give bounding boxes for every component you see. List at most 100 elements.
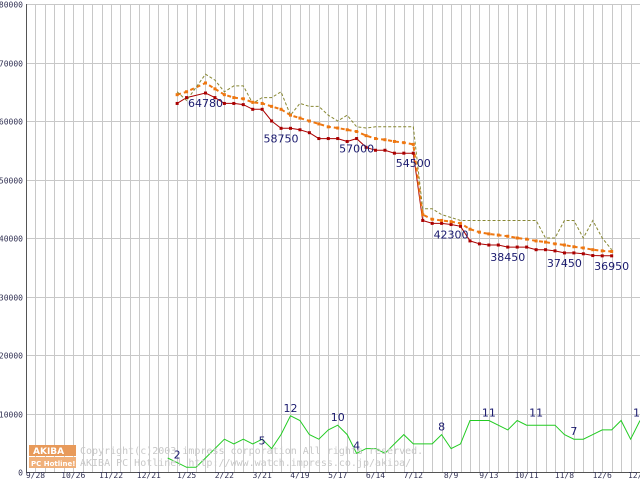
footer: AKIBA PC Hotline! Copyright(c)2003 impre… (29, 445, 423, 469)
point-lowest (260, 107, 264, 111)
point-lowest (600, 254, 604, 258)
point-lowest (203, 91, 207, 95)
y-tick-label: 40000 (0, 235, 23, 244)
point-average (544, 240, 548, 244)
point-lowest (383, 148, 387, 152)
point-average (600, 249, 604, 253)
y-tick-label: 30000 (0, 294, 23, 303)
point-average (553, 242, 557, 246)
point-lowest (449, 223, 453, 227)
point-lowest (288, 126, 292, 130)
count-label: 5 (259, 435, 266, 448)
count-label: 11 (633, 407, 640, 420)
point-lowest (487, 243, 491, 247)
count-label: 11 (529, 407, 543, 420)
point-average (222, 93, 226, 97)
point-lowest (251, 107, 255, 111)
point-average (515, 236, 519, 240)
count-label: 4 (353, 439, 360, 452)
point-average (203, 81, 207, 85)
point-lowest (298, 128, 302, 132)
point-average (175, 93, 179, 97)
point-average (185, 90, 189, 94)
point-lowest (232, 101, 236, 105)
point-average (241, 97, 245, 101)
point-average (307, 119, 311, 123)
x-tick-label: 9/28 (26, 471, 45, 480)
price-label: 38450 (490, 251, 525, 264)
y-tick-label: 80000 (0, 1, 23, 10)
x-tick-label: 12/21 (137, 471, 161, 480)
y-tick-label: 70000 (0, 60, 23, 69)
count-label: 12 (283, 402, 297, 415)
point-average (383, 138, 387, 142)
point-lowest (534, 248, 538, 252)
x-tick-label: 4/19 (290, 471, 309, 480)
series-line-highest (176, 73, 613, 251)
series-line-average (176, 81, 612, 253)
point-average (288, 113, 292, 117)
x-tick-label: 11/8 (555, 471, 574, 480)
point-lowest (392, 151, 396, 155)
point-lowest (440, 221, 444, 225)
price-label: 36950 (594, 260, 629, 273)
point-average (260, 101, 264, 105)
point-average (251, 100, 255, 104)
point-lowest (572, 251, 576, 255)
point-lowest (468, 239, 472, 243)
point-average (581, 246, 585, 250)
point-average (232, 96, 236, 100)
point-average (591, 248, 595, 252)
logo-bottom-block (29, 457, 76, 468)
y-tick-label: 50000 (0, 177, 23, 186)
point-lowest (185, 96, 189, 100)
point-lowest (525, 245, 529, 249)
x-tick-label: 11/22 (99, 471, 123, 480)
count-label: 11 (482, 407, 496, 420)
point-lowest (175, 101, 179, 105)
point-average (355, 130, 359, 134)
x-tick-label: 3/21 (253, 471, 272, 480)
point-average (459, 221, 463, 225)
point-lowest (222, 101, 226, 105)
price-label: 64780 (188, 97, 223, 110)
point-lowest (515, 245, 519, 249)
price-label: 37450 (547, 257, 582, 270)
point-average (326, 125, 330, 129)
point-average (213, 87, 217, 91)
series-line-shop-count (167, 415, 640, 468)
point-average (317, 122, 321, 126)
point-lowest (326, 137, 330, 141)
data-labels: 64780 58750 57000 54500 42300 38450 37450 36950… (174, 97, 640, 462)
series-markers (175, 81, 614, 258)
point-average (449, 220, 453, 224)
point-lowest (610, 254, 614, 258)
point-lowest (374, 148, 378, 152)
price-label: 57000 (339, 143, 374, 156)
point-average (468, 227, 472, 231)
point-lowest (562, 251, 566, 255)
point-average (270, 104, 274, 108)
point-average (534, 239, 538, 243)
point-lowest (336, 137, 340, 141)
point-lowest (307, 131, 311, 135)
point-average (506, 234, 510, 238)
point-lowest (544, 248, 548, 252)
copyright-text: Copyright(c)2003 impress corporation All… (80, 446, 423, 457)
count-label: 7 (570, 425, 577, 438)
x-tick-label: 6/14 (366, 471, 385, 480)
point-average (477, 230, 481, 234)
credit-text: AKIBA PC Hotline! http://www.watch.impre… (80, 458, 411, 469)
point-average (440, 218, 444, 222)
point-average (572, 245, 576, 249)
x-tick-label: 12/6 (593, 471, 612, 480)
x-tick-label: 7/12 (404, 471, 423, 480)
point-average (298, 116, 302, 120)
point-average (279, 107, 283, 111)
point-average (610, 249, 614, 253)
x-tick-label: 8/9 (444, 471, 459, 480)
point-lowest (270, 119, 274, 123)
count-label: 10 (331, 411, 345, 424)
point-average (525, 237, 529, 241)
